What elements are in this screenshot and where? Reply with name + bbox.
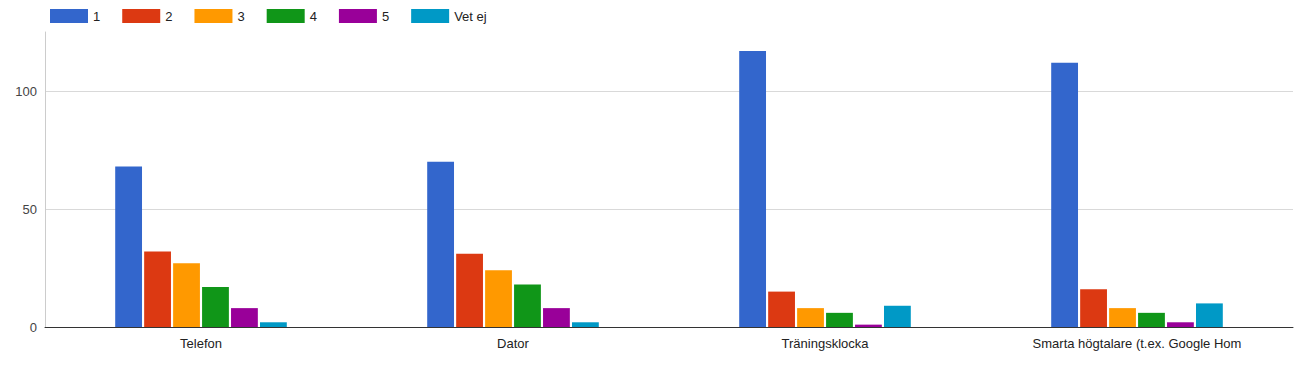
svg-text:100: 100 xyxy=(15,84,37,99)
svg-text:3: 3 xyxy=(237,9,244,24)
svg-text:5: 5 xyxy=(382,9,389,24)
svg-text:Telefon: Telefon xyxy=(180,336,222,351)
svg-text:4: 4 xyxy=(310,9,317,24)
svg-text:0: 0 xyxy=(30,320,37,335)
svg-text:Dator: Dator xyxy=(497,336,529,351)
svg-text:50: 50 xyxy=(23,202,37,217)
svg-text:Träningsklocka: Träningsklocka xyxy=(782,336,870,351)
svg-text:1: 1 xyxy=(93,9,100,24)
svg-text:2: 2 xyxy=(165,9,172,24)
svg-text:Vet ej: Vet ej xyxy=(454,9,487,24)
svg-text:Smarta högtalare (t.ex. Google: Smarta högtalare (t.ex. Google Hom xyxy=(1033,336,1242,351)
